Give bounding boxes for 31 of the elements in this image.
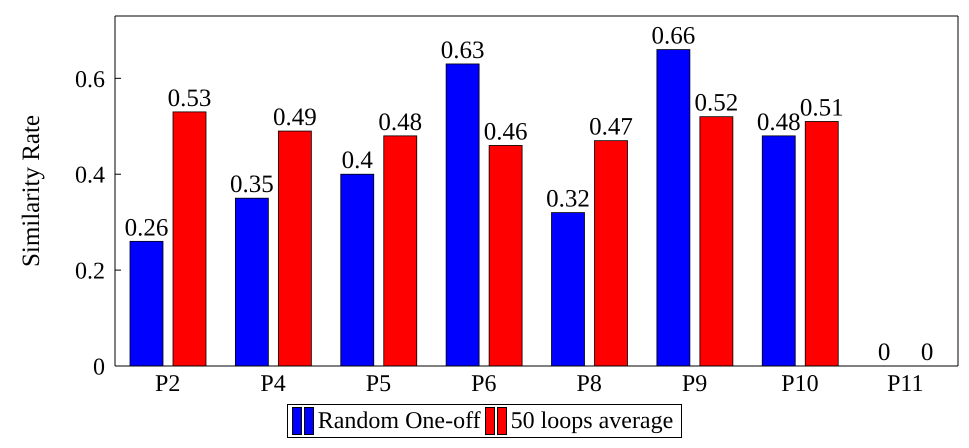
data-label: 0.48 [378,108,422,136]
y-tick-label: 0.4 [75,162,105,189]
y-tick-label: 0 [93,354,105,381]
x-tick-label: P11 [887,371,924,398]
x-tick-label: P6 [471,371,496,398]
legend-label: 50 loops average [510,407,674,435]
data-label: 0.35 [230,171,274,198]
data-label: 0 [920,339,934,366]
data-label: 0.4 [342,147,374,174]
y-axis-title: Similarity Rate [18,114,45,268]
x-tick-label: P5 [366,371,392,398]
x-tick-label: P4 [260,371,286,398]
data-label: 0.63 [440,36,484,64]
data-label: 0.51 [800,94,844,122]
data-label: 0.26 [124,214,168,242]
data-label: 0.53 [168,84,212,112]
data-label: 0.52 [694,90,738,117]
legend-label: Random One-off [316,407,481,435]
data-label: 0.48 [756,108,801,136]
x-tick-label: P2 [155,371,180,398]
x-tick-label: P8 [576,371,602,398]
x-tick-label: P10 [781,371,819,398]
data-label: 0.32 [546,186,590,213]
y-tick-label: 0.6 [75,66,105,93]
data-label: 0.49 [273,104,317,132]
data-label: 0.66 [652,22,696,50]
x-tick-label: P9 [682,371,708,398]
y-tick-label: 0.2 [75,258,105,285]
data-label: 0.47 [589,114,633,141]
data-label: 0.46 [484,118,528,146]
data-label: 0 [878,339,890,366]
